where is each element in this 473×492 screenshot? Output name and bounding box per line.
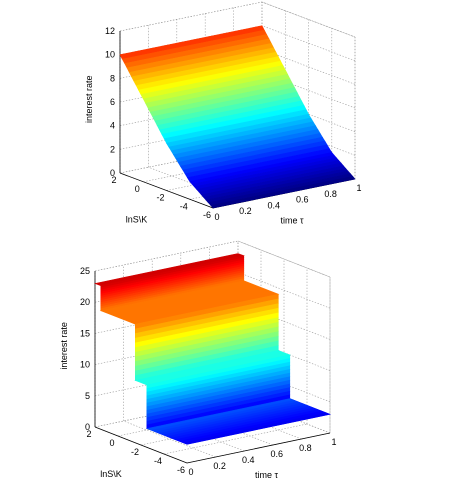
rate-tick-label: 2 <box>110 144 115 154</box>
lns-tick-label: 2 <box>111 175 116 185</box>
grid-line <box>123 420 216 458</box>
rate-tick-label: 0 <box>85 422 90 432</box>
rate-tick-label: 12 <box>105 26 115 36</box>
lns-tick-label: -2 <box>131 447 139 457</box>
surface-strip <box>210 175 356 209</box>
time-axis-label: time τ <box>280 216 304 226</box>
rate-tick-label: 15 <box>80 328 90 338</box>
rate-tick-label: 0 <box>110 168 115 178</box>
rate-tick-label: 20 <box>80 297 90 307</box>
rate-axis-label: interest rate <box>59 322 69 370</box>
time-tick-label: 0 <box>214 212 219 222</box>
surface-panel: 00.20.40.60.8120-2-4-60510152025interest… <box>59 240 337 480</box>
rate-tick-label: 8 <box>110 73 115 83</box>
time-tick-label: 0.4 <box>242 455 255 465</box>
box-edge <box>94 240 239 272</box>
lns-axis-label: lnS\K <box>100 469 122 479</box>
time-tick-label: 0.2 <box>239 206 252 216</box>
lns-tick-label: -2 <box>156 193 164 203</box>
surface-shade-band <box>182 412 331 445</box>
time-tick-label: 0 <box>188 467 193 477</box>
lns-tick-label: -6 <box>203 210 211 220</box>
time-tick-label: 0.6 <box>271 449 284 459</box>
rate-tick-label: 6 <box>110 97 115 107</box>
lns-axis-label: lnS\K <box>126 215 148 225</box>
time-tick-label: 0.8 <box>324 189 337 199</box>
surface-panel: 00.20.40.60.8120-2-4-6024681012interest … <box>84 1 362 226</box>
time-tick-label: 0.4 <box>268 200 281 210</box>
grid-line <box>163 423 308 455</box>
lns-tick-label: -6 <box>177 465 185 475</box>
lns-tick-label: 2 <box>86 429 91 439</box>
rate-tick-label: 10 <box>80 360 90 370</box>
box-edge <box>119 1 263 32</box>
rate-axis-label: interest rate <box>84 75 94 123</box>
rate-tick-label: 5 <box>85 391 90 401</box>
lns-tick-label: 0 <box>135 184 140 194</box>
lns-axis <box>94 426 188 464</box>
rate-tick-label: 4 <box>110 121 115 131</box>
rate-tick-label: 10 <box>105 50 115 60</box>
time-axis-label: time τ <box>255 470 279 480</box>
time-tick-label: 0.8 <box>299 443 312 453</box>
lns-tick-label: -4 <box>180 201 188 211</box>
time-tick-label: 1 <box>331 437 336 447</box>
lns-axis <box>119 172 214 209</box>
lns-tick-label: 0 <box>109 438 114 448</box>
lns-tick-label: -4 <box>154 456 162 466</box>
time-tick-label: 1 <box>356 183 361 193</box>
grid-line <box>237 271 331 309</box>
time-tick-label: 0.2 <box>213 461 226 471</box>
box-edge <box>237 240 331 278</box>
time-axis <box>186 432 331 464</box>
time-tick-label: 0.6 <box>296 195 309 205</box>
rate-tick-label: 25 <box>80 266 90 276</box>
